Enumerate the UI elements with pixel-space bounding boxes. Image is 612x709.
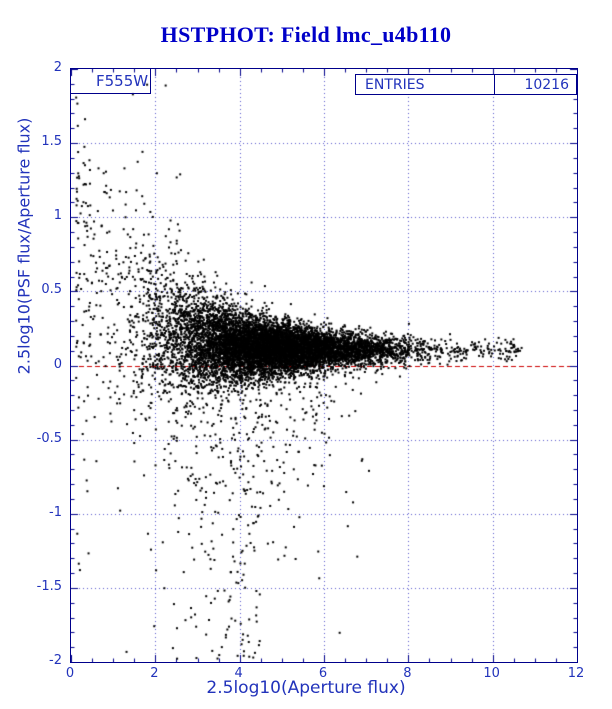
x-tick-label: 4 [234,666,243,681]
entries-value: 10216 [494,75,576,94]
plot-area: F555W ENTRIES 10216 [70,68,578,663]
y-tick-label: -1.5 [36,578,62,594]
x-tick-label: 2 [150,666,159,681]
y-tick-label: -1 [49,504,62,520]
y-tick-label: 0.5 [41,282,62,298]
x-tick-label: 10 [483,666,500,681]
entries-label: ENTRIES [365,76,425,93]
y-tick-label: -0.5 [36,430,62,446]
x-tick-label: 6 [318,666,328,681]
entries-box: ENTRIES 10216 [355,74,577,95]
y-tick-label: 1.5 [41,134,62,150]
x-tick-label: 0 [65,666,75,681]
x-axis-label: 2.5log10(Aperture flux) [206,678,406,698]
y-tick-label: 2 [53,60,62,75]
y-tick-label: -2 [49,653,62,668]
filter-label: F555W [96,72,149,90]
y-axis-label: 2.5log10(PSF flux/Aperture flux) [14,117,34,375]
y-tick-label: 1 [53,208,62,224]
x-tick-label: 12 [567,666,585,681]
chart-title: HSTPHOT: Field lmc_u4b110 [160,22,452,47]
filter-label-box: F555W [71,69,151,94]
x-tick-label: 8 [403,666,412,681]
y-tick-label: 0 [53,356,62,372]
scatter-canvas [71,69,577,662]
